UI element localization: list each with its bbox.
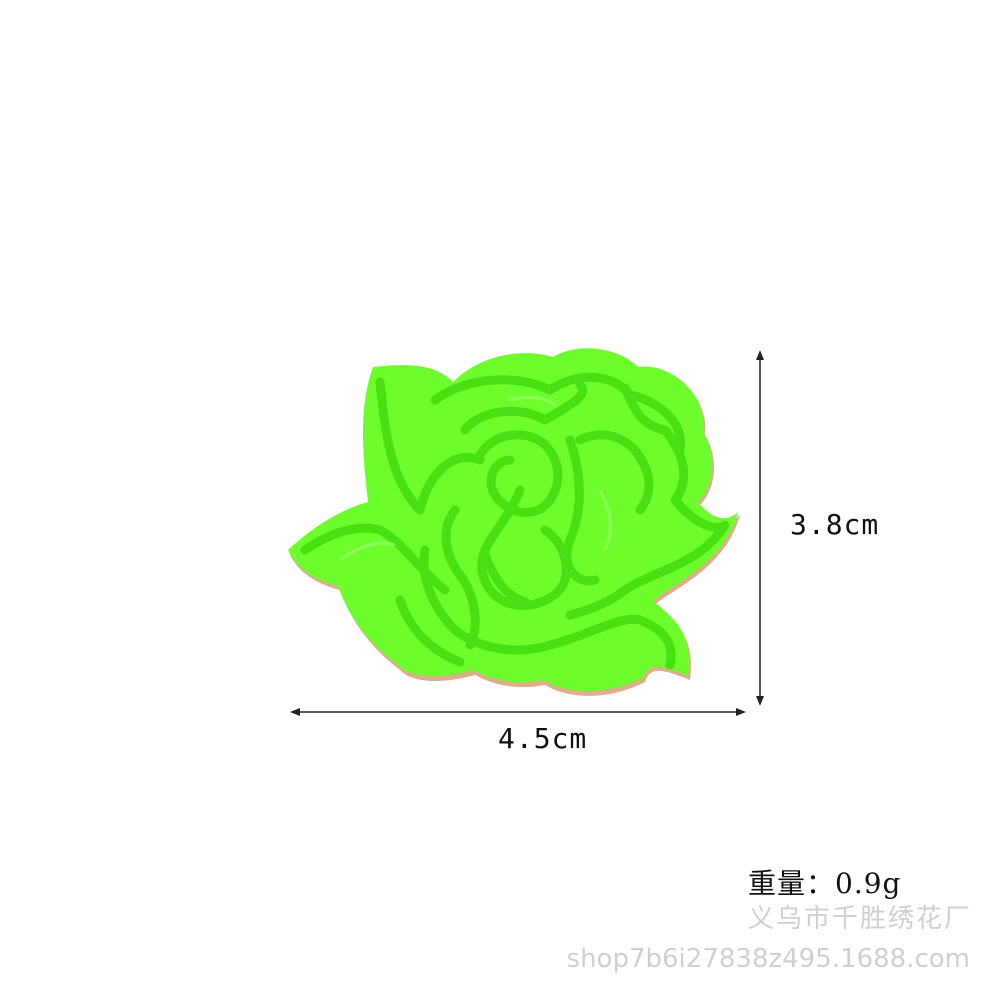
height-dimension-arrow <box>756 350 764 706</box>
satin-highlights <box>339 396 612 562</box>
height-label: 3.8cm <box>790 508 880 541</box>
width-label: 4.5cm <box>498 722 588 755</box>
embroidery-stitches <box>300 372 730 670</box>
width-dimension-arrow <box>290 708 746 716</box>
watermark-shop-url: shop7b6i27838z495.1688.com <box>566 944 970 974</box>
rose-patch-image <box>288 348 740 696</box>
weight-label: 重量：0.9g <box>748 867 902 900</box>
watermark-factory-name: 义乌市千胜绣花厂 <box>747 904 972 934</box>
